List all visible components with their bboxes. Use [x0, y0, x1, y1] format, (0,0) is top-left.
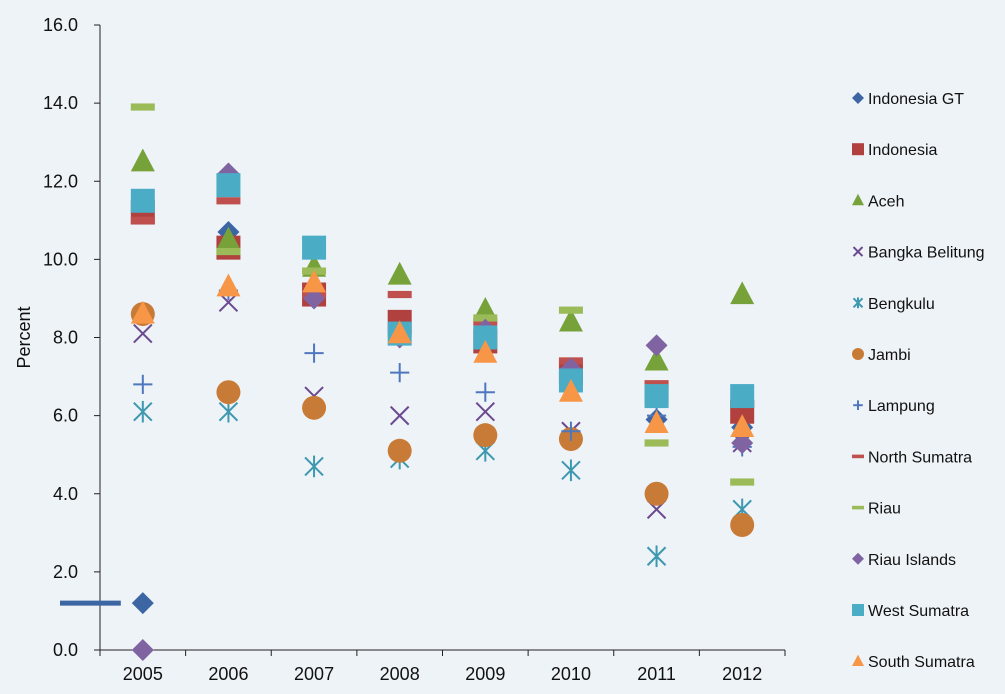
x-tick-label: 2006	[208, 664, 248, 684]
legend-marker	[853, 400, 863, 410]
data-point-bangka-belitung	[389, 405, 410, 426]
legend-marker	[852, 348, 864, 360]
data-point-south-sumatra	[730, 414, 755, 437]
legend-marker	[852, 193, 864, 206]
data-point-bengkulu	[133, 400, 153, 423]
data-point-west-sumatra	[644, 384, 669, 409]
data-point-south-sumatra	[473, 339, 498, 363]
data-point-west-sumatra	[302, 235, 327, 260]
y-tick-label: 14.0	[43, 93, 78, 113]
legend-marker	[852, 505, 864, 510]
legend-label: Indonesia	[868, 142, 937, 159]
y-tick-label: 2.0	[53, 562, 78, 582]
data-point-lampung	[304, 343, 324, 363]
data-point-riau	[558, 306, 583, 314]
legend-marker	[852, 604, 864, 616]
data-point-lampung	[475, 382, 495, 402]
data-point-west-sumatra	[216, 173, 241, 198]
data-point-south-sumatra	[302, 269, 327, 293]
data-point-south-sumatra	[644, 410, 669, 434]
legend-marker	[852, 552, 864, 565]
data-point-lampung	[561, 421, 581, 441]
data-point-riau-islands	[131, 639, 154, 661]
data-point-bengkulu	[304, 455, 324, 478]
legend-marker	[852, 143, 864, 156]
y-axis-label: Percent	[14, 306, 34, 368]
data-point-riau-islands	[645, 334, 668, 357]
x-tick-label: 2010	[551, 664, 591, 684]
data-point-north-sumatra	[387, 290, 412, 299]
data-point-riau	[730, 478, 755, 486]
legend-label: North Sumatra	[868, 449, 972, 466]
data-point-bangka-belitung	[133, 323, 153, 344]
data-point-riau	[473, 314, 498, 322]
legend-label: Riau	[868, 501, 901, 518]
x-tick-label: 2008	[380, 664, 420, 684]
data-point-north-sumatra	[216, 197, 241, 205]
data-point-riau	[216, 247, 241, 256]
legend-label: Bengkulu	[868, 296, 935, 313]
legend-label: Aceh	[868, 193, 904, 210]
data-point-riau	[644, 439, 669, 447]
data-point-north-sumatra	[130, 216, 155, 224]
legend-label: West Sumatra	[868, 603, 969, 620]
data-point-bengkulu	[561, 459, 581, 482]
data-point-bangka-belitung	[475, 402, 496, 422]
data-point-west-sumatra	[730, 384, 755, 409]
data-point-jambi	[644, 481, 669, 506]
data-point-jambi	[216, 380, 241, 405]
legend-marker	[852, 654, 864, 666]
data-point-aceh	[387, 261, 412, 285]
data-point-riau-islands	[303, 287, 326, 310]
x-tick-label: 2007	[294, 664, 334, 684]
data-point-aceh	[473, 296, 498, 320]
y-tick-label: 0.0	[53, 640, 78, 660]
y-tick-label: 10.0	[43, 249, 78, 269]
data-point-jambi	[730, 513, 755, 537]
legend-marker	[852, 297, 864, 309]
data-point-bengkulu	[218, 400, 239, 423]
data-point-jambi	[473, 423, 498, 448]
data-point-aceh	[644, 347, 669, 371]
legend-marker	[852, 92, 864, 104]
y-tick-label: 8.0	[53, 328, 78, 348]
data-point-riau-islands	[731, 431, 754, 454]
legend-label: Riau Islands	[868, 552, 956, 569]
data-point-riau	[130, 103, 155, 111]
data-point-south-sumatra	[130, 300, 155, 324]
legend-marker	[852, 454, 864, 459]
data-point-bengkulu	[646, 545, 667, 568]
data-point-lampung	[133, 374, 153, 394]
data-point-west-sumatra	[130, 188, 155, 213]
x-tick-label: 2012	[722, 664, 762, 684]
data-point-south-sumatra	[216, 273, 241, 297]
data-point-jambi	[387, 438, 412, 463]
data-point-bangka-belitung	[218, 292, 239, 313]
x-tick-label: 2009	[465, 664, 505, 684]
data-point-lampung	[390, 363, 410, 383]
legend-marker	[852, 246, 864, 257]
y-tick-label: 4.0	[53, 484, 78, 504]
data-point-aceh	[216, 226, 241, 250]
legend-label: Jambi	[868, 347, 911, 364]
legend-label: Indonesia GT	[868, 91, 964, 108]
legend-label: South Sumatra	[868, 654, 975, 671]
y-tick-label: 6.0	[53, 406, 78, 426]
data-point-aceh	[730, 281, 755, 305]
y-tick-label: 16.0	[43, 15, 78, 35]
data-point-south-sumatra	[387, 320, 412, 344]
data-point-aceh	[558, 308, 583, 332]
legend-label: Lampung	[868, 398, 935, 415]
data-point-aceh	[130, 148, 155, 172]
data-point-indonesia-gt	[131, 592, 154, 615]
data-point-south-sumatra	[558, 378, 583, 402]
data-point-jambi	[302, 395, 327, 420]
y-tick-label: 12.0	[43, 171, 78, 191]
legend-label: Bangka Belitung	[868, 245, 985, 262]
x-tick-label: 2005	[123, 664, 163, 684]
x-tick-label: 2011	[637, 664, 676, 684]
